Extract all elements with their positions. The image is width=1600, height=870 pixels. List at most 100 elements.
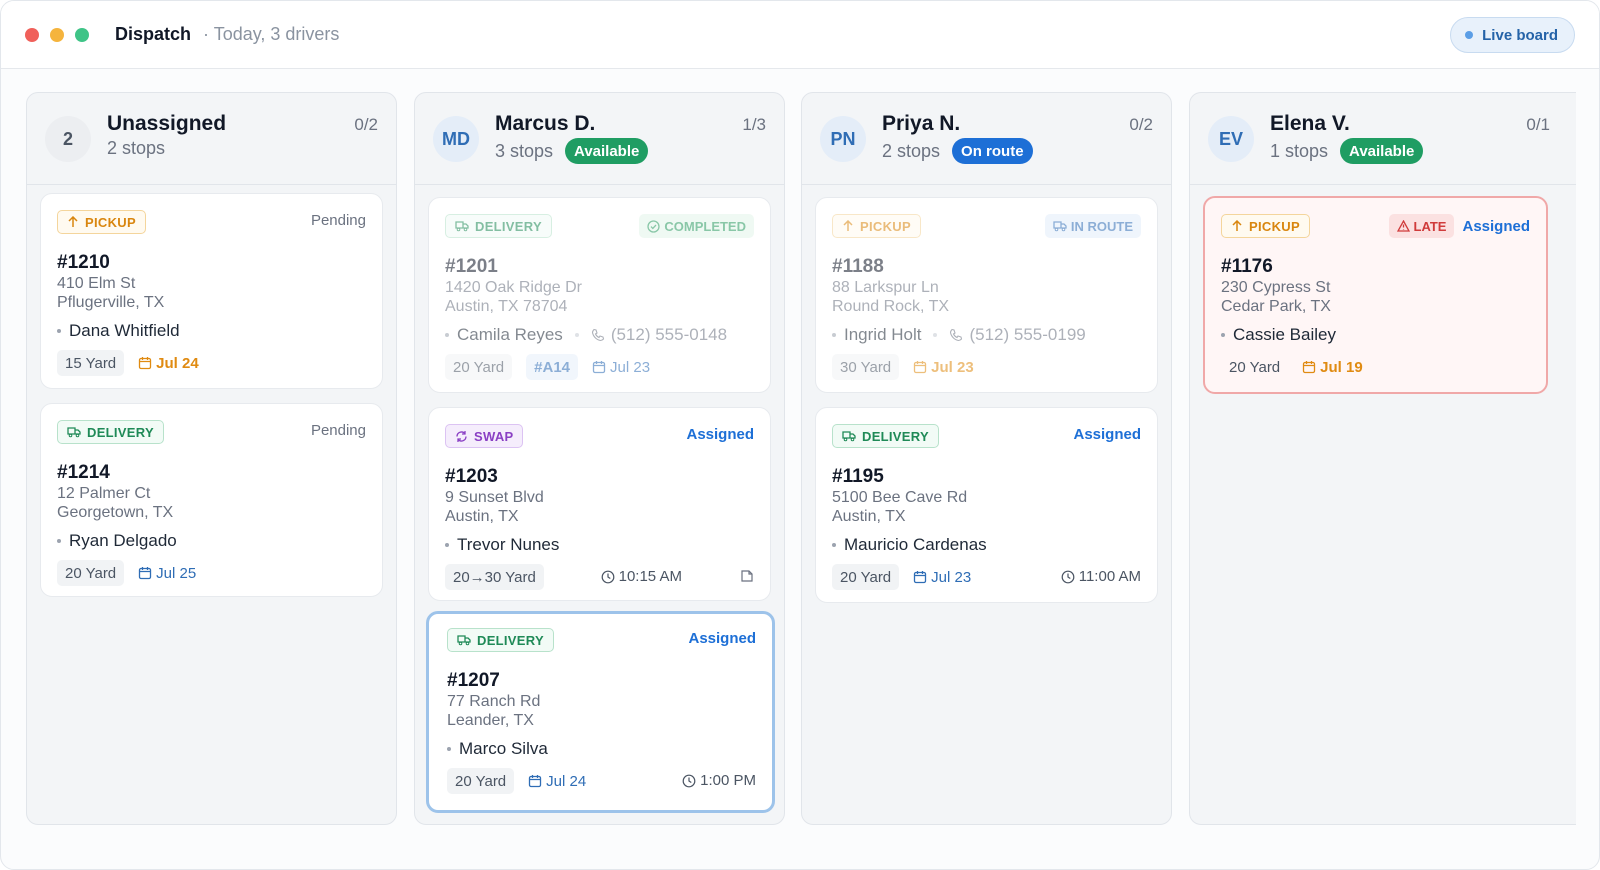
calendar-icon <box>1303 361 1316 374</box>
card-meta-row: 20 Yard Jul 23 11:00 AM <box>832 564 1141 590</box>
pickup-badge: PICKUP <box>57 210 146 234</box>
clock-icon <box>1061 570 1075 583</box>
driver-status-badge: On route <box>952 138 1033 164</box>
card-meta-row: 30 Yard Jul 23 <box>832 354 1141 380</box>
stop-card[interactable]: DELIVERY COMPLETED #1201 1420 Oak Ridge … <box>428 197 771 393</box>
status-label: COMPLETED <box>664 218 746 234</box>
note-icon[interactable] <box>740 569 754 583</box>
scheduled-time: 1:00 PM <box>682 772 756 789</box>
unassigned-count-badge: 2 <box>45 116 91 162</box>
status-label: Pending <box>310 212 366 229</box>
due-date-value: Jul 23 <box>610 358 651 376</box>
address-line-2: Austin, TX <box>832 508 906 525</box>
stop-type-label: PICKUP <box>85 214 136 230</box>
minimize-window-button[interactable] <box>50 27 64 42</box>
driver-name: Elena V. <box>1270 112 1350 135</box>
window-controls <box>25 27 89 42</box>
order-id: #1203 <box>445 466 498 487</box>
order-id: #1210 <box>57 252 110 273</box>
phone-icon <box>591 328 604 342</box>
stop-type-label: PICKUP <box>860 218 911 234</box>
pickup-badge: PICKUP <box>1221 214 1310 238</box>
due-date: Jul 23 <box>592 359 650 376</box>
live-board-label: Live board <box>1482 26 1558 44</box>
calendar-icon <box>592 361 606 374</box>
late-badge: LATE <box>1388 214 1455 238</box>
stop-card[interactable]: PICKUP Pending #1210 410 Elm St Pflugerv… <box>40 193 383 389</box>
separator-dot <box>574 333 579 337</box>
stop-type-label: DELIVERY <box>477 632 544 648</box>
card-meta-row: 20 Yard #A14 Jul 23 <box>445 354 754 380</box>
calendar-icon <box>914 571 927 584</box>
customer-phone[interactable]: (512) 555-0199 <box>949 325 1086 345</box>
phone-icon <box>950 328 963 342</box>
stop-card-selected[interactable]: DELIVERY Assigned #1207 77 Ranch Rd Lean… <box>426 611 775 813</box>
due-date: Jul 23 <box>913 569 971 586</box>
completed-badge: COMPLETED <box>639 214 754 238</box>
stops-count: 1 stops <box>1270 140 1329 161</box>
customer-row: Cassie Bailey <box>1221 325 1530 345</box>
due-date-value: Jul 24 <box>156 354 199 372</box>
avatar: MD <box>433 116 479 162</box>
order-id: #1176 <box>1221 256 1273 277</box>
driver-status-badge: Available <box>1340 138 1424 164</box>
due-date-value: Jul 25 <box>156 564 197 582</box>
address-line-1: 9 Sunset Blvd <box>445 489 544 506</box>
customer-row: Trevor Nunes <box>445 535 754 555</box>
delivery-badge: DELIVERY <box>57 420 164 444</box>
order-id: #1201 <box>445 256 498 277</box>
status-label: Assigned <box>1073 426 1141 443</box>
column-header: MD Marcus D. 3 stops Available 1/3 <box>415 93 784 185</box>
card-status-group: LATE Assigned <box>1388 214 1530 238</box>
due-date-value: Jul 23 <box>931 568 972 586</box>
scheduled-time: 10:15 AM <box>601 568 682 585</box>
truck-icon <box>1053 221 1067 232</box>
address-line-1: 230 Cypress St <box>1221 279 1331 296</box>
truck-id-chip: #A14 <box>526 354 579 380</box>
completion-ratio: 1/3 <box>742 115 766 134</box>
completion-ratio: 0/1 <box>1526 115 1550 134</box>
customer-phone[interactable]: (512) 555-0148 <box>591 325 727 345</box>
address-line-1: 88 Larkspur Ln <box>832 279 939 296</box>
due-date: Jul 19 <box>1302 359 1363 376</box>
calendar-icon <box>139 567 152 580</box>
address-line-2: Austin, TX 78704 <box>445 298 568 315</box>
stop-card[interactable]: DELIVERY Assigned #1195 5100 Bee Cave Rd… <box>815 407 1158 603</box>
bullet-icon <box>447 747 451 751</box>
address-line-2: Round Rock, TX <box>832 298 950 315</box>
separator-dot <box>933 333 938 337</box>
status-label: Assigned <box>686 426 754 443</box>
stop-card[interactable]: SWAP Assigned #1203 9 Sunset Blvd Austin… <box>428 407 771 601</box>
container-size-chip: 15 Yard <box>57 350 125 376</box>
truck-icon <box>842 431 856 442</box>
arrow-up-icon <box>68 216 78 227</box>
due-date-value: Jul 19 <box>1320 358 1363 376</box>
stop-card[interactable]: PICKUP IN ROUTE #1188 88 Larkspur Ln Rou… <box>815 197 1158 393</box>
address-line-2: Cedar Park, TX <box>1221 298 1331 315</box>
column-title: Unassigned <box>107 112 227 135</box>
stop-type-label: SWAP <box>474 428 514 444</box>
stop-card[interactable]: DELIVERY Pending #1214 12 Palmer Ct Geor… <box>40 403 383 597</box>
page-subtitle: · Today, 3 drivers <box>203 24 340 44</box>
container-size-chip: 20 Yard <box>445 354 513 380</box>
bullet-icon <box>832 543 836 547</box>
status-label: IN ROUTE <box>1070 218 1133 234</box>
customer-row: Camila Reyes (512) 555-0148 <box>445 325 754 345</box>
completion-ratio: 0/2 <box>1129 115 1153 134</box>
delivery-badge: DELIVERY <box>832 424 939 448</box>
order-id: #1188 <box>832 256 884 277</box>
close-window-button[interactable] <box>25 27 39 42</box>
clock-icon <box>682 774 696 787</box>
driver-status-badge: Available <box>565 138 649 164</box>
maximize-window-button[interactable] <box>75 27 89 42</box>
column-unassigned: 2 Unassigned 2 stops 0/2 PICKUP Pending … <box>26 92 397 825</box>
stop-card-late[interactable]: PICKUP LATE Assigned #1176 230 Cypress S… <box>1203 196 1548 394</box>
stop-type-label: PICKUP <box>1249 218 1300 234</box>
time-value: 10:15 AM <box>618 568 682 585</box>
stops-count: 3 stops <box>495 140 554 161</box>
live-board-button[interactable]: Live board <box>1450 17 1575 53</box>
live-indicator-icon <box>1465 31 1474 39</box>
customer-row: Dana Whitfield <box>57 321 366 341</box>
swap-badge: SWAP <box>445 424 524 448</box>
